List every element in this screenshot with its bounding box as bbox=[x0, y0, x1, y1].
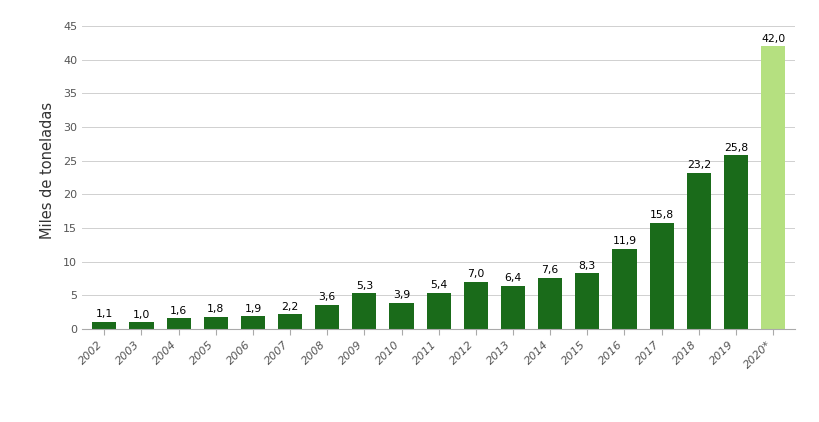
Bar bbox=[203, 317, 228, 329]
Text: 23,2: 23,2 bbox=[686, 160, 710, 170]
Text: 1,0: 1,0 bbox=[133, 310, 150, 320]
Text: 11,9: 11,9 bbox=[612, 236, 636, 246]
Bar bbox=[612, 249, 636, 329]
Text: 5,4: 5,4 bbox=[429, 280, 447, 290]
Text: 1,9: 1,9 bbox=[244, 304, 261, 314]
Text: 7,6: 7,6 bbox=[541, 265, 558, 275]
Text: 1,6: 1,6 bbox=[170, 306, 187, 316]
Bar bbox=[723, 155, 747, 329]
Bar bbox=[92, 322, 116, 329]
Bar bbox=[278, 314, 301, 329]
Bar bbox=[686, 173, 710, 329]
Y-axis label: Miles de toneladas: Miles de toneladas bbox=[39, 103, 55, 239]
Bar bbox=[129, 322, 153, 329]
Text: 25,8: 25,8 bbox=[723, 143, 747, 153]
Bar bbox=[500, 286, 524, 329]
Text: 42,0: 42,0 bbox=[760, 34, 785, 43]
Text: 1,8: 1,8 bbox=[207, 304, 224, 314]
Bar bbox=[575, 273, 599, 329]
Bar bbox=[760, 46, 785, 329]
Text: 6,4: 6,4 bbox=[504, 273, 521, 283]
Bar bbox=[464, 282, 487, 329]
Bar bbox=[314, 305, 339, 329]
Text: 1,1: 1,1 bbox=[96, 309, 113, 319]
Bar bbox=[389, 303, 413, 329]
Bar bbox=[166, 318, 191, 329]
Text: 5,3: 5,3 bbox=[355, 281, 373, 291]
Bar bbox=[426, 293, 450, 329]
Bar bbox=[537, 278, 562, 329]
Bar bbox=[241, 316, 265, 329]
Text: 15,8: 15,8 bbox=[649, 210, 673, 220]
Text: 3,9: 3,9 bbox=[392, 290, 410, 300]
Text: 3,6: 3,6 bbox=[319, 292, 336, 302]
Text: 8,3: 8,3 bbox=[578, 260, 595, 271]
Text: 2,2: 2,2 bbox=[281, 302, 298, 312]
Text: 7,0: 7,0 bbox=[467, 269, 484, 279]
Bar bbox=[352, 293, 376, 329]
Bar bbox=[649, 223, 673, 329]
